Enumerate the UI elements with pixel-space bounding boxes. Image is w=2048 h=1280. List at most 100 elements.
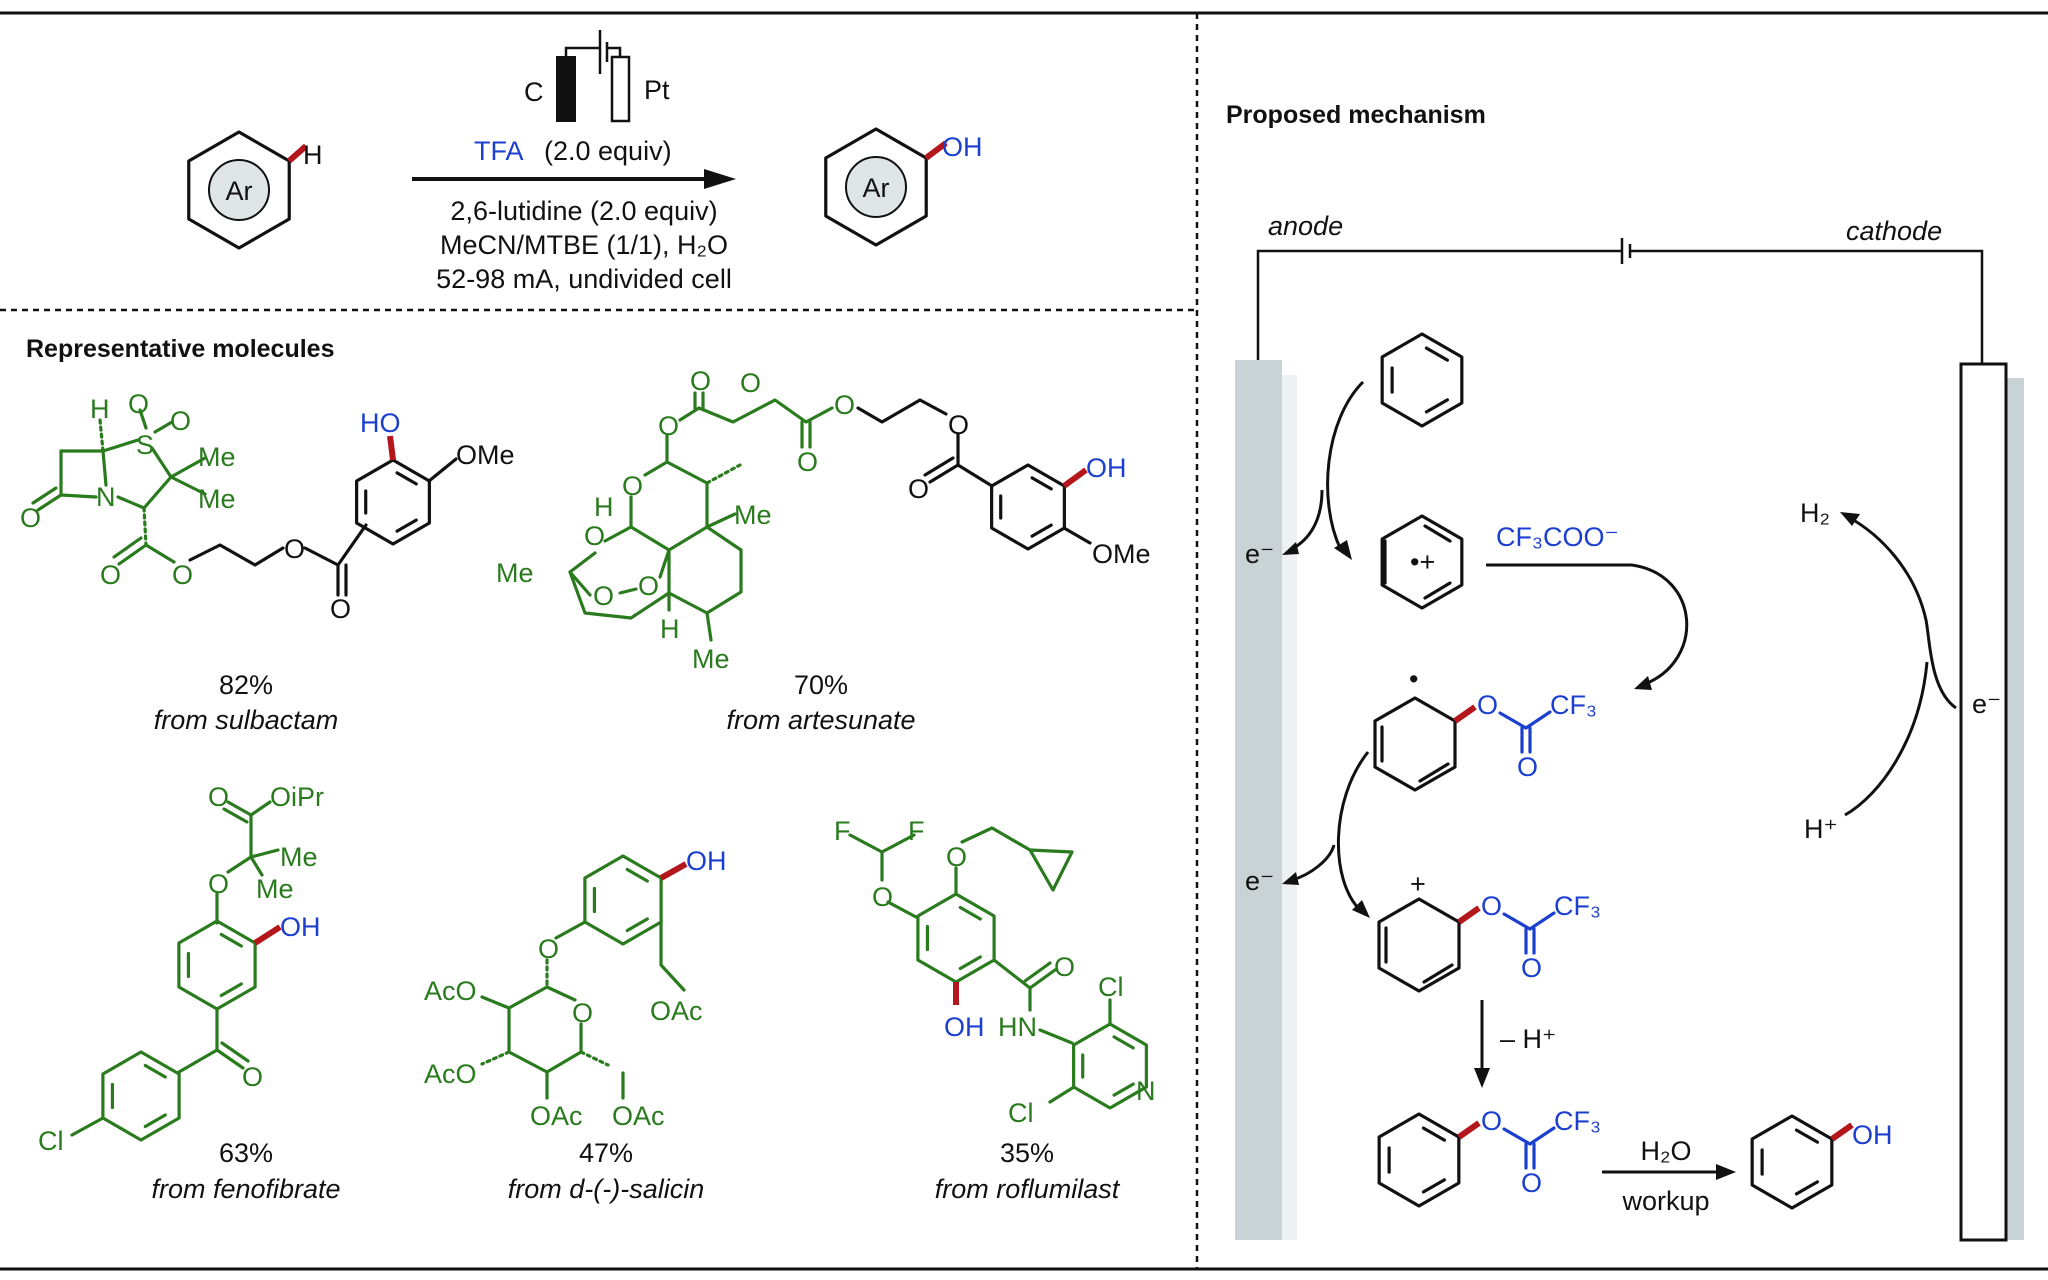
cathode-electrode	[1959, 362, 2008, 1242]
atom-label: O	[100, 560, 121, 590]
atom-label: H	[660, 614, 680, 644]
atom-label: O	[1481, 891, 1502, 921]
nucleophile-attack-arrow	[1486, 563, 1689, 690]
double-bond	[1794, 1180, 1819, 1196]
section-title: Representative molecules	[26, 335, 334, 363]
atom-label: O	[1521, 953, 1542, 983]
benzene-ring	[1377, 1112, 1461, 1208]
atom-label: CF₃	[1554, 891, 1601, 921]
atom-label: O	[284, 534, 305, 564]
double-bond	[625, 867, 649, 883]
double-bond	[958, 905, 982, 921]
source-artesunate: from artesunate	[726, 705, 915, 735]
oh-label: OH	[942, 132, 983, 162]
electron-cathode: e⁻	[1972, 689, 2001, 719]
radical-intermediate: • O CF₃ O	[1373, 664, 1597, 792]
double-bond	[1112, 1082, 1135, 1097]
platinum-cathode-icon	[610, 55, 631, 123]
reaction-arrow	[412, 169, 736, 189]
atom-label: Me	[256, 874, 294, 904]
double-bond	[219, 932, 243, 948]
atom-label: H	[594, 492, 614, 522]
ar-label: Ar	[863, 173, 890, 203]
reduction-arrow	[1840, 512, 1957, 817]
radical-dot: •	[1409, 664, 1418, 694]
atom-label: O	[593, 581, 614, 611]
atom-label: O	[572, 998, 593, 1028]
anode-electrode	[1235, 360, 1282, 1240]
atom-label: Me	[198, 442, 236, 472]
double-bond	[958, 955, 982, 971]
atom-label: O	[242, 1062, 263, 1092]
source-sulbactam: from sulbactam	[154, 705, 339, 735]
hydrolysis-reagent: H₂O	[1641, 1136, 1692, 1166]
double-bond	[1421, 1178, 1446, 1194]
aryl-trifluoroacetate: O CF₃ O	[1377, 1106, 1601, 1208]
double-bond	[1030, 523, 1053, 538]
benzene-ring	[101, 1050, 181, 1142]
double-bond	[1794, 1128, 1819, 1144]
yield-artesunate: 70%	[794, 670, 848, 700]
mechanism-title: Proposed mechanism	[1226, 101, 1486, 129]
atom-label: O	[872, 882, 893, 912]
oh-label: OH	[1852, 1120, 1893, 1150]
atom-label: O	[797, 447, 818, 477]
yield-fenofibrate: 63%	[219, 1138, 273, 1168]
atom-label: O	[908, 474, 929, 504]
double-bond	[1112, 1035, 1135, 1050]
tfa-label: TFA	[474, 136, 524, 166]
atom-label: CF₃	[1550, 690, 1597, 720]
atom-label: OH	[944, 1012, 985, 1042]
atom-label: N	[1136, 1076, 1156, 1106]
benzene-ring	[916, 892, 996, 984]
molecule-fenofibrate-derivative: O OiPr Me Me O OH O Cl	[38, 782, 324, 1156]
second-oxidation-arrow	[1282, 751, 1370, 918]
atom-label: OAc	[650, 996, 703, 1026]
atom-label: O	[172, 560, 193, 590]
double-bond	[625, 917, 649, 933]
double-bond	[1030, 476, 1053, 491]
atom-label: H	[90, 394, 110, 424]
atom-label: AcO	[424, 1059, 477, 1089]
product-phenol: Ar OH	[824, 127, 983, 247]
atom-label: Me	[496, 558, 534, 588]
double-bond	[395, 471, 418, 486]
atom-label: OMe	[1092, 539, 1151, 569]
atom-label: O	[622, 471, 643, 501]
atom-label: O	[170, 406, 191, 436]
double-bond	[395, 518, 418, 533]
atom-label: S	[136, 430, 154, 460]
source-fenofibrate: from fenofibrate	[151, 1174, 340, 1204]
anode-label: anode	[1268, 211, 1343, 241]
yield-roflumilast: 35%	[1000, 1138, 1054, 1168]
ar-circle	[208, 159, 270, 221]
electron-anode-1: e⁻	[1245, 539, 1274, 569]
atom-label: O	[128, 389, 149, 419]
c-h-bond	[287, 143, 308, 164]
radical-cation-symbol: •+	[1410, 547, 1435, 577]
external-circuit	[1256, 238, 1984, 364]
atom-label: O	[208, 869, 229, 899]
atom-label: Me	[734, 500, 772, 530]
atom-label: O	[584, 521, 605, 551]
molecule-salicin-derivative: OH O OAc AcO O AcO OAc OAc	[424, 846, 727, 1131]
hydrolysis-arrow	[1602, 1164, 1736, 1180]
cation-intermediate: + O CF₃ O	[1377, 869, 1601, 993]
electrolysis-icon: C Pt	[524, 30, 670, 123]
double-bond	[219, 982, 243, 998]
atom-label: O	[948, 410, 969, 440]
h2-label: H₂	[1800, 498, 1830, 528]
deprotonation-label: – H⁺	[1500, 1024, 1556, 1054]
condition-current: 52-98 mA, undivided cell	[436, 264, 732, 294]
condition-base: 2,6-lutidine (2.0 equiv)	[450, 196, 717, 226]
pyridine-ring	[1072, 1022, 1148, 1110]
benzene-ring	[1380, 332, 1464, 428]
atom-label: O	[946, 842, 967, 872]
atom-label: Cl	[1008, 1098, 1034, 1128]
benzene-ring	[177, 919, 257, 1011]
double-bond	[1424, 398, 1449, 414]
atom-label: O	[538, 934, 559, 964]
ar-label: Ar	[226, 176, 253, 206]
